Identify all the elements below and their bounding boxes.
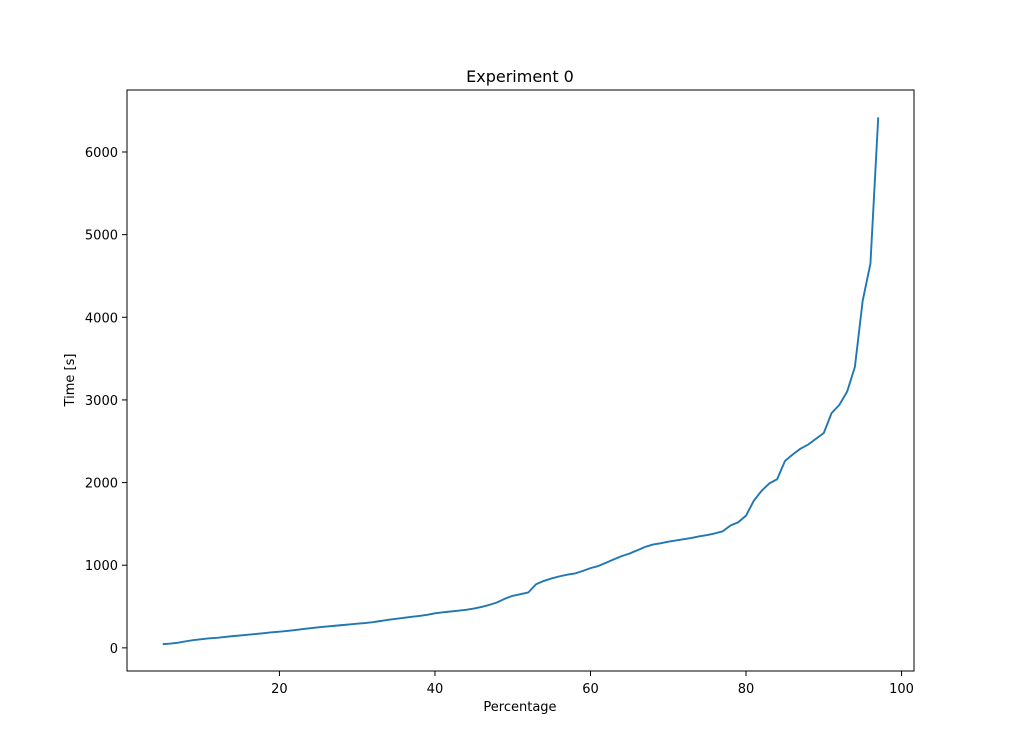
plot-frame	[126, 89, 915, 672]
y-axis: 0 1000 2000 3000 4000 5000 6000	[85, 146, 127, 657]
x-tick-label: 60	[582, 682, 599, 697]
y-axis-label: Time [s]	[63, 354, 78, 408]
x-tick-label: 40	[427, 682, 444, 697]
x-tick-label: 100	[889, 682, 914, 697]
x-tick-label: 80	[738, 682, 755, 697]
y-tick-label: 2000	[85, 477, 118, 492]
y-tick-label: 4000	[85, 311, 118, 326]
y-tick-label: 0	[110, 642, 118, 657]
y-tick-label: 1000	[85, 559, 118, 574]
y-tick-label: 6000	[85, 146, 118, 161]
chart-title: Experiment 0	[466, 67, 574, 86]
x-axis: 20 40 60 80 100	[271, 671, 914, 697]
x-axis-label: Percentage	[483, 700, 556, 715]
y-tick-label: 5000	[85, 229, 118, 244]
plot-layer	[162, 117, 880, 646]
x-tick-label: 20	[271, 682, 288, 697]
y-tick-label: 3000	[85, 394, 118, 409]
series-line-0	[162, 117, 880, 646]
